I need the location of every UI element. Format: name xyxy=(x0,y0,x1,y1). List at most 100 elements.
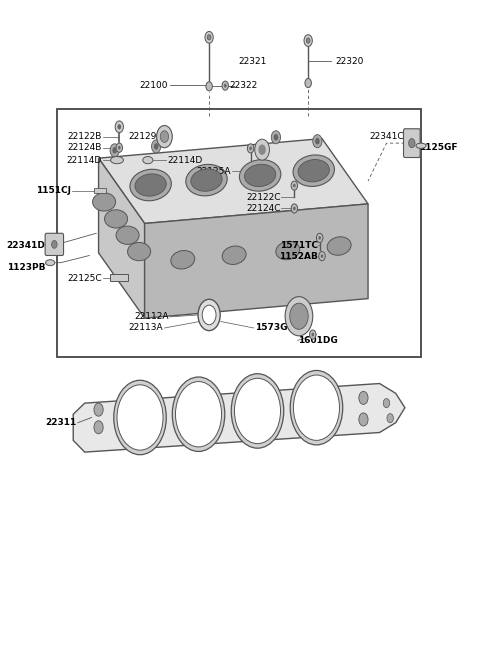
Text: 22114D: 22114D xyxy=(168,155,203,165)
Ellipse shape xyxy=(135,174,166,196)
Polygon shape xyxy=(144,204,368,318)
Ellipse shape xyxy=(416,143,426,148)
Ellipse shape xyxy=(93,193,116,211)
Text: 22125C: 22125C xyxy=(67,274,102,283)
Circle shape xyxy=(304,35,312,47)
Circle shape xyxy=(305,79,312,88)
Circle shape xyxy=(176,382,222,447)
Circle shape xyxy=(114,380,166,455)
Text: 22124C: 22124C xyxy=(246,204,280,213)
Circle shape xyxy=(306,38,310,43)
Circle shape xyxy=(293,184,296,188)
Text: 22122C: 22122C xyxy=(246,193,280,202)
Circle shape xyxy=(116,143,122,152)
Circle shape xyxy=(383,399,390,407)
Ellipse shape xyxy=(110,157,123,164)
Text: 1573GE: 1573GE xyxy=(255,323,294,333)
FancyBboxPatch shape xyxy=(404,129,420,157)
Text: 22122B: 22122B xyxy=(67,132,102,141)
Circle shape xyxy=(293,375,339,440)
Text: 22322: 22322 xyxy=(230,81,258,89)
Text: 22125A: 22125A xyxy=(196,167,231,176)
FancyBboxPatch shape xyxy=(45,234,63,255)
Circle shape xyxy=(112,147,117,154)
Circle shape xyxy=(118,124,121,129)
Circle shape xyxy=(156,125,172,148)
Circle shape xyxy=(154,143,158,150)
Text: 22114D: 22114D xyxy=(67,155,102,165)
Circle shape xyxy=(172,377,225,451)
Circle shape xyxy=(206,82,212,91)
Text: 1571TC: 1571TC xyxy=(280,241,318,249)
Circle shape xyxy=(310,330,316,339)
Circle shape xyxy=(387,413,394,422)
Circle shape xyxy=(94,403,103,416)
Circle shape xyxy=(321,255,323,258)
Bar xyxy=(57,109,421,358)
Circle shape xyxy=(293,207,296,211)
Circle shape xyxy=(160,131,168,142)
Ellipse shape xyxy=(186,165,227,196)
Polygon shape xyxy=(98,138,368,224)
Circle shape xyxy=(247,144,254,153)
Circle shape xyxy=(94,420,103,434)
Circle shape xyxy=(202,305,216,325)
Circle shape xyxy=(319,251,325,260)
Circle shape xyxy=(207,35,211,40)
Circle shape xyxy=(198,299,220,331)
Ellipse shape xyxy=(171,251,195,269)
Circle shape xyxy=(290,371,343,445)
Text: 22341C: 22341C xyxy=(369,132,404,141)
Ellipse shape xyxy=(222,246,246,264)
Circle shape xyxy=(258,144,266,155)
Circle shape xyxy=(222,81,228,91)
Text: 22113A: 22113A xyxy=(129,323,163,333)
Circle shape xyxy=(315,138,320,144)
Text: 22124B: 22124B xyxy=(67,143,102,152)
Text: 1151CJ: 1151CJ xyxy=(36,186,71,195)
Circle shape xyxy=(313,134,322,148)
Ellipse shape xyxy=(327,237,351,255)
Polygon shape xyxy=(98,158,144,318)
Ellipse shape xyxy=(240,159,281,191)
Circle shape xyxy=(249,146,252,150)
Circle shape xyxy=(285,297,313,336)
Circle shape xyxy=(359,413,368,426)
Ellipse shape xyxy=(130,169,171,201)
Text: 22341D: 22341D xyxy=(7,241,46,249)
Ellipse shape xyxy=(143,157,153,164)
Polygon shape xyxy=(73,384,405,452)
Circle shape xyxy=(234,379,280,443)
Circle shape xyxy=(110,144,120,157)
Bar xyxy=(110,274,128,281)
Text: 1601DG: 1601DG xyxy=(298,336,338,345)
Circle shape xyxy=(271,131,280,144)
Circle shape xyxy=(255,139,269,160)
Circle shape xyxy=(205,31,213,43)
Ellipse shape xyxy=(293,155,335,186)
Ellipse shape xyxy=(128,243,151,260)
Circle shape xyxy=(316,234,323,243)
Circle shape xyxy=(312,333,314,337)
Text: 1123PB: 1123PB xyxy=(7,264,46,272)
Circle shape xyxy=(291,204,298,213)
Circle shape xyxy=(318,236,321,239)
Bar xyxy=(94,188,106,194)
Ellipse shape xyxy=(116,226,139,245)
Text: 1152AB: 1152AB xyxy=(279,252,318,260)
Circle shape xyxy=(115,121,123,133)
Circle shape xyxy=(118,146,120,150)
Text: 1125GF: 1125GF xyxy=(419,143,457,152)
Circle shape xyxy=(224,84,227,88)
Circle shape xyxy=(291,181,298,190)
Text: 22100: 22100 xyxy=(139,81,168,89)
Circle shape xyxy=(359,392,368,405)
Text: 22129: 22129 xyxy=(129,132,157,141)
Text: 22311: 22311 xyxy=(46,419,77,427)
Text: 22320: 22320 xyxy=(335,57,363,66)
Ellipse shape xyxy=(46,260,55,266)
Ellipse shape xyxy=(105,210,128,228)
Circle shape xyxy=(152,140,161,153)
Circle shape xyxy=(51,241,57,249)
Circle shape xyxy=(408,138,415,148)
